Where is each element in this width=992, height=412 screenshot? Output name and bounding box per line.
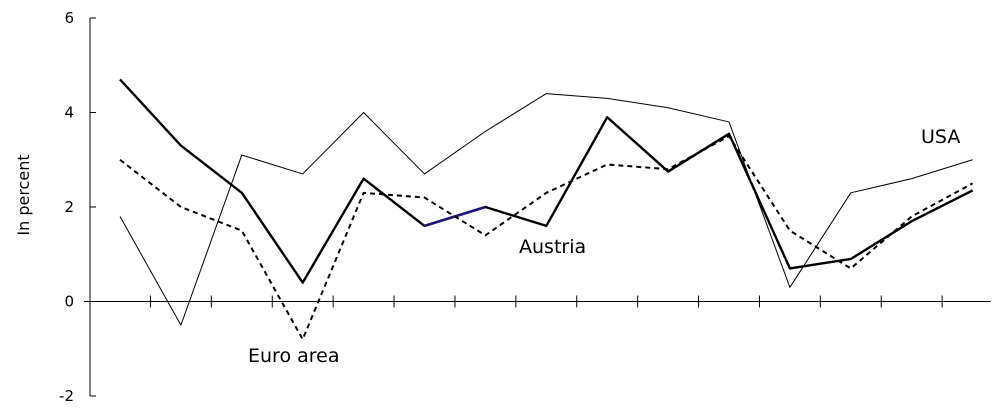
y-tick-label: 0 (64, 293, 74, 311)
series-line-usa (119, 93, 973, 326)
series-label-austria: Austria (519, 236, 586, 258)
series-line-austria (119, 78, 974, 284)
y-axis-label: In percent (14, 154, 33, 235)
y-tick-label: -2 (59, 387, 74, 405)
y-tick-label: 4 (64, 104, 74, 122)
chart-axes: -2 0 2 4 6 (59, 9, 991, 405)
series-label-usa: USA (921, 126, 960, 148)
chart-series (119, 78, 974, 341)
series-label-euro-area: Euro area (248, 345, 339, 367)
y-tick-label: 6 (64, 9, 74, 27)
series-line-euro-area (119, 135, 974, 341)
y-tick-label: 2 (64, 198, 74, 216)
